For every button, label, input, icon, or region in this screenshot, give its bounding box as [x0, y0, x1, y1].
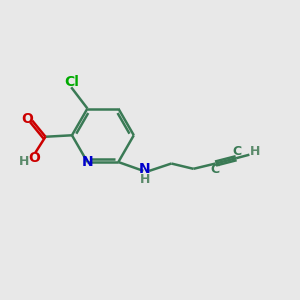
Text: C: C: [210, 163, 220, 176]
Text: O: O: [28, 151, 40, 165]
Text: N: N: [82, 155, 93, 169]
Text: H: H: [140, 172, 150, 186]
Text: Cl: Cl: [64, 75, 79, 89]
Text: N: N: [139, 162, 151, 176]
Text: H: H: [250, 145, 260, 158]
Text: O: O: [21, 112, 33, 126]
Text: H: H: [19, 155, 29, 168]
Text: C: C: [232, 145, 241, 158]
